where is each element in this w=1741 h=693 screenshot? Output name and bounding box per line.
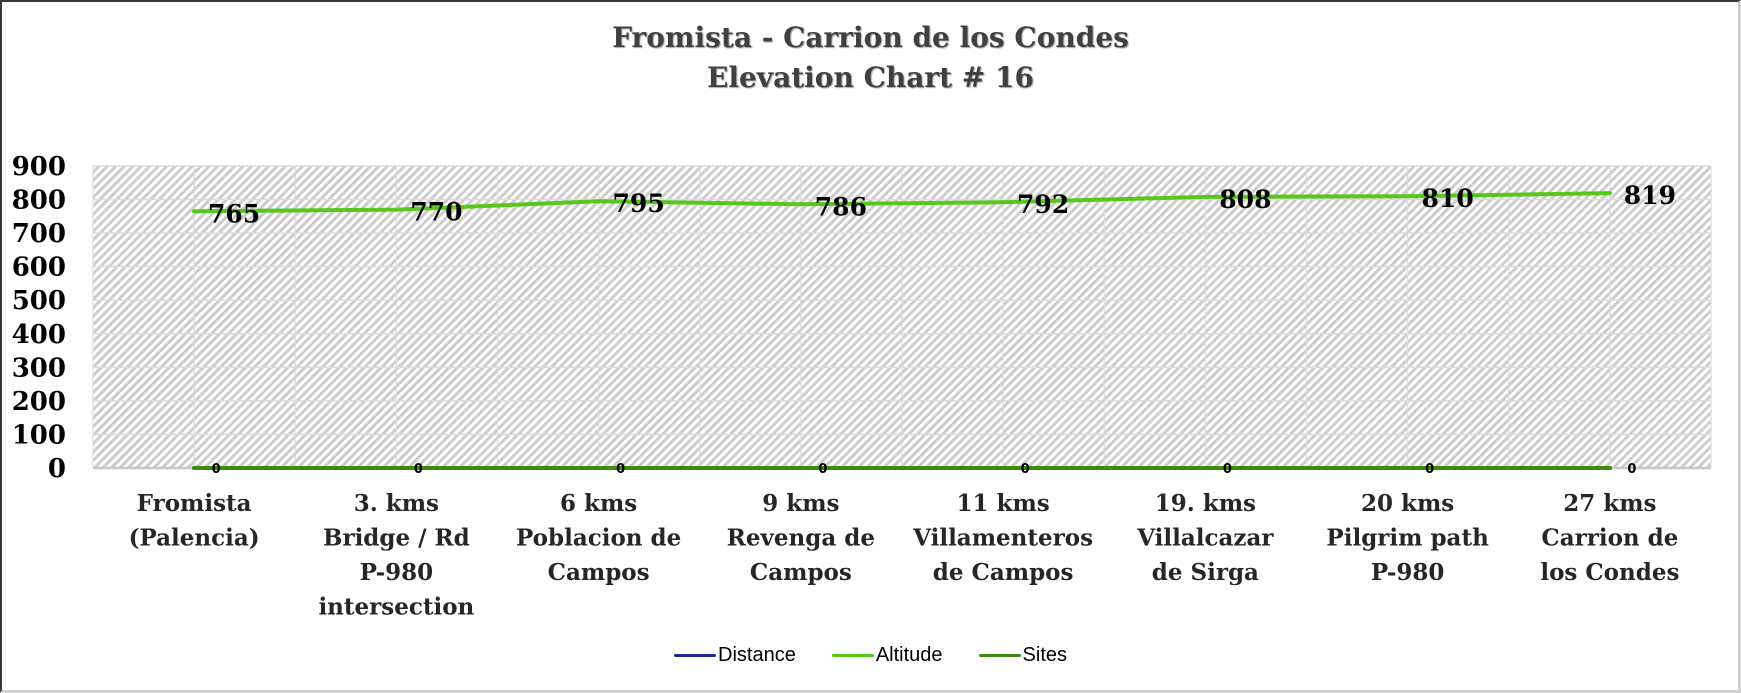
legend-label: Distance bbox=[718, 644, 796, 666]
y-tick-label: 100 bbox=[12, 420, 66, 450]
legend-item-altitude: Altitude bbox=[831, 644, 943, 667]
sites-data-label: 0 bbox=[1425, 462, 1434, 477]
chart-title-line-1: Fromista - Carrion de los Condes bbox=[612, 21, 1129, 54]
y-tick-label: 700 bbox=[12, 219, 66, 249]
y-tick-label: 0 bbox=[48, 454, 66, 484]
altitude-data-label: 808 bbox=[1219, 185, 1271, 214]
x-category-label: 27 kms Carrion de los Condes bbox=[1540, 490, 1679, 586]
y-tick-label: 400 bbox=[12, 320, 66, 350]
legend-label: Sites bbox=[1022, 644, 1067, 666]
legend-line-swatch-icon bbox=[831, 654, 874, 657]
sites-data-label: 0 bbox=[818, 462, 827, 477]
y-tick-label: 600 bbox=[12, 253, 66, 283]
chart-subtitle: Elevation Chart # 16 bbox=[707, 61, 1034, 94]
altitude-data-label: 792 bbox=[1017, 190, 1069, 219]
legend-label: Altitude bbox=[875, 644, 943, 666]
altitude-data-label: 795 bbox=[613, 189, 665, 218]
x-category-label: 3. kms Bridge / Rd P-980 intersection bbox=[318, 490, 474, 621]
y-tick-label: 200 bbox=[12, 387, 66, 417]
x-category-label: 19. kms Villalcazar de Sirga bbox=[1136, 490, 1274, 586]
legend-line-swatch-icon bbox=[674, 654, 716, 657]
altitude-data-label: 810 bbox=[1422, 184, 1474, 213]
sites-data-label: 0 bbox=[212, 462, 221, 477]
sites-data-label: 0 bbox=[1021, 462, 1030, 477]
series-line-altitude bbox=[192, 191, 1612, 214]
x-category-label: Fromista (Palencia) bbox=[129, 490, 260, 552]
y-tick-label: 800 bbox=[12, 186, 66, 216]
legend-item-distance: Distance bbox=[674, 644, 796, 667]
x-category-label: 11 kms Villamenteros de Campos bbox=[912, 490, 1093, 586]
chart-title: Fromista - Carrion de los Condes Elevati… bbox=[0, 18, 1741, 98]
legend-line-swatch-icon bbox=[978, 654, 1021, 657]
sites-data-label: 0 bbox=[1223, 462, 1232, 477]
x-category-label: 6 kms Poblacion de Campos bbox=[516, 490, 681, 586]
y-tick-label: 300 bbox=[12, 353, 66, 383]
chart-legend: Distance Altitude Sites bbox=[0, 644, 1741, 667]
data-labels: 765 770 795 786 792 808 810 819 0 0 0 0 0 0 0 0 bbox=[208, 181, 1676, 477]
altitude-data-label: 765 bbox=[208, 199, 260, 228]
x-category-label: 20 kms Pilgrim path P-980 bbox=[1326, 490, 1489, 586]
x-category-label: 9 kms Revenga de Campos bbox=[727, 490, 875, 586]
altitude-data-label: 786 bbox=[815, 192, 867, 221]
sites-data-label: 0 bbox=[1627, 462, 1636, 477]
y-tick-label: 500 bbox=[12, 286, 66, 316]
altitude-data-label: 770 bbox=[410, 198, 462, 227]
y-tick-label: 900 bbox=[12, 152, 66, 182]
sites-data-label: 0 bbox=[616, 462, 625, 477]
x-axis: Fromista (Palencia) 3. kms Bridge / Rd P-980… bbox=[129, 490, 1680, 621]
legend-item-sites: Sites bbox=[978, 644, 1067, 667]
altitude-data-label: 819 bbox=[1624, 181, 1676, 210]
sites-data-label: 0 bbox=[414, 462, 423, 477]
series-lines bbox=[192, 191, 1612, 470]
